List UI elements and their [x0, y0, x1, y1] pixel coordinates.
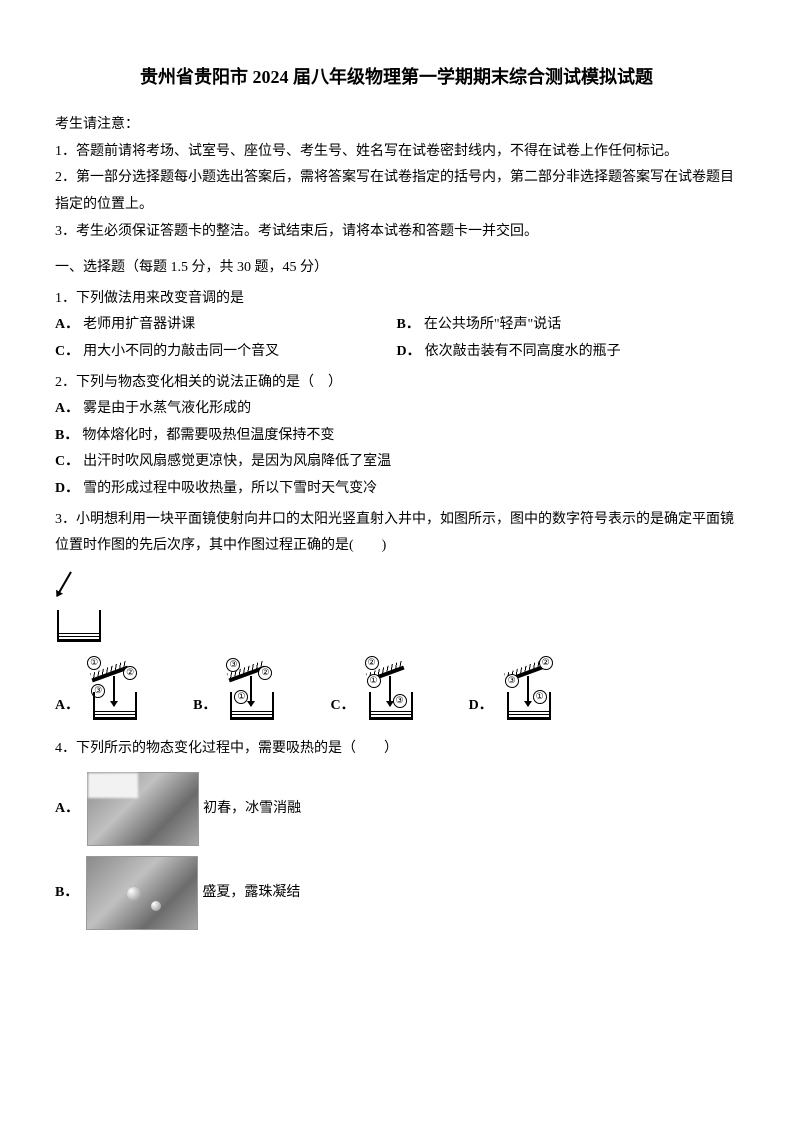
section-1-header: 一、选择题（每题 1.5 分，共 30 题，45 分）	[55, 255, 738, 282]
q3-option-d: D． ② ③ ①	[469, 656, 555, 720]
option-label-d: D．	[469, 693, 493, 720]
q3-option-a: A． ① ② ③	[55, 656, 141, 720]
option-label-b: B．	[55, 880, 78, 907]
q1-option-d: D． 依次敲击装有不同高度水的瓶子	[397, 339, 739, 366]
notice-header: 考生请注意：	[55, 112, 738, 139]
q3-diagram-b: ③ ② ①	[224, 656, 278, 720]
option-label-c: C．	[55, 344, 79, 359]
q1-option-a-text: 老师用扩音器讲课	[83, 317, 195, 332]
option-label-b: B．	[397, 317, 420, 332]
q3-option-c: C． ② ① ③	[330, 656, 416, 720]
q1-option-b: B． 在公共场所"轻声"说话	[397, 312, 739, 339]
q3-choices-row: A． ① ② ③ B． ③ ② ① C． ② ① ③	[55, 656, 738, 720]
q3-diagram-c: ② ① ③	[363, 656, 417, 720]
q4-option-a: A． 初春，冰雪消融	[55, 772, 738, 846]
q2-option-d-text: 雪的形成过程中吸收热量，所以下雪时天气变冷	[83, 481, 377, 496]
notice-item-2: 2．第一部分选择题每小题选出答案后，需将答案写在试卷指定的括号内，第二部分非选择…	[55, 165, 738, 218]
q4-option-a-text: 初春，冰雪消融	[203, 796, 301, 823]
snow-melting-image	[87, 772, 199, 846]
q4-option-b-text: 盛夏，露珠凝结	[202, 880, 300, 907]
q2-option-c-text: 出汗时吹风扇感觉更凉快，是因为风扇降低了室温	[83, 454, 391, 469]
q1-option-a: A． 老师用扩音器讲课	[55, 312, 397, 339]
notice-item-1: 1．答题前请将考场、试室号、座位号、考生号、姓名写在试卷密封线内，不得在试卷上作…	[55, 139, 738, 166]
question-4-stem: 4．下列所示的物态变化过程中，需要吸热的是（ ）	[55, 736, 738, 763]
question-3-stem: 3．小明想利用一块平面镜使射向井口的太阳光竖直射入井中，如图所示，图中的数字符号…	[55, 507, 738, 560]
option-label-a: A．	[55, 796, 79, 823]
q3-main-diagram	[55, 568, 103, 642]
option-label-d: D．	[397, 344, 421, 359]
option-label-a: A．	[55, 317, 79, 332]
option-label-c: C．	[330, 693, 354, 720]
q3-diagram-d: ② ③ ①	[501, 656, 555, 720]
option-label-d: D．	[55, 481, 79, 496]
option-label-b: B．	[55, 428, 78, 443]
option-label-a: A．	[55, 401, 79, 416]
q1-option-d-text: 依次敲击装有不同高度水的瓶子	[425, 344, 621, 359]
q1-option-b-text: 在公共场所"轻声"说话	[424, 317, 561, 332]
option-label-c: C．	[55, 454, 79, 469]
q2-option-c: C． 出汗时吹风扇感觉更凉快，是因为风扇降低了室温	[55, 449, 738, 476]
question-1-stem: 1．下列做法用来改变音调的是	[55, 286, 738, 313]
q2-option-a-text: 雾是由于水蒸气液化形成的	[83, 401, 251, 416]
option-label-a: A．	[55, 693, 79, 720]
q2-option-d: D． 雪的形成过程中吸收热量，所以下雪时天气变冷	[55, 476, 738, 503]
page-title: 贵州省贵阳市 2024 届八年级物理第一学期期末综合测试模拟试题	[55, 60, 738, 94]
notice-item-3: 3．考生必须保证答题卡的整洁。考试结束后，请将本试卷和答题卡一并交回。	[55, 219, 738, 246]
q3-option-b: B． ③ ② ①	[193, 656, 278, 720]
q2-option-b-text: 物体熔化时，都需要吸热但温度保持不变	[82, 428, 334, 443]
q2-option-b: B． 物体熔化时，都需要吸热但温度保持不变	[55, 423, 738, 450]
option-label-b: B．	[193, 693, 216, 720]
question-2-stem: 2．下列与物态变化相关的说法正确的是（ ）	[55, 370, 738, 397]
dew-condensation-image	[86, 856, 198, 930]
q1-option-c-text: 用大小不同的力敲击同一个音叉	[83, 344, 279, 359]
q3-diagram-a: ① ② ③	[87, 656, 141, 720]
q4-option-b: B． 盛夏，露珠凝结	[55, 856, 738, 930]
q2-option-a: A． 雾是由于水蒸气液化形成的	[55, 396, 738, 423]
q1-option-c: C． 用大小不同的力敲击同一个音叉	[55, 339, 397, 366]
